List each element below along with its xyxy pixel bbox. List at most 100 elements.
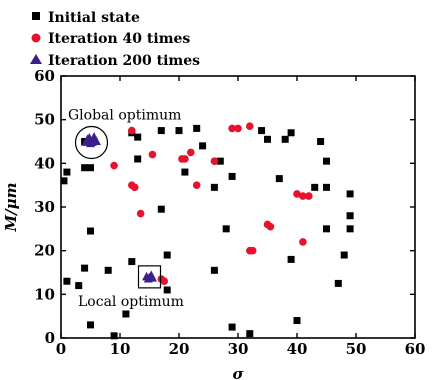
- data-point-square: [228, 323, 236, 331]
- data-point-square: [104, 266, 112, 274]
- data-point-circle: [148, 150, 157, 159]
- data-point-circle: [248, 246, 257, 255]
- legend-label: Iteration 40 times: [48, 31, 190, 47]
- legend-item-iter40: Iteration 40 times: [31, 31, 190, 47]
- data-point-triangle: [81, 137, 91, 146]
- data-point-square: [317, 138, 325, 145]
- data-point-square: [128, 258, 136, 266]
- data-point-circle: [128, 126, 136, 135]
- data-point-square: [87, 227, 94, 235]
- data-point-triangle: [91, 136, 101, 145]
- local-optimum-label: Local optimum: [78, 294, 184, 310]
- data-point-circle: [234, 124, 242, 133]
- data-point-square: [60, 177, 68, 185]
- x-axis-title: σ: [232, 365, 244, 380]
- data-point-square: [210, 183, 218, 191]
- data-point-square: [216, 157, 224, 165]
- data-point-square: [340, 251, 348, 259]
- data-point-square: [63, 168, 71, 176]
- data-point-square: [222, 225, 230, 233]
- data-point-square: [122, 310, 130, 318]
- data-point-square: [87, 164, 94, 172]
- data-point-square: [157, 205, 165, 213]
- x-tick-label: 0: [56, 340, 66, 358]
- data-point-triangle: [147, 273, 157, 282]
- data-point-square: [264, 135, 271, 143]
- legend-label: Iteration 200 times: [48, 53, 200, 69]
- data-point-circle: [210, 157, 219, 165]
- data-point-square: [323, 183, 330, 191]
- x-tick-label: 30: [228, 340, 249, 358]
- data-point-square: [163, 286, 171, 294]
- data-point-square: [199, 142, 207, 150]
- data-point-square: [334, 279, 342, 287]
- data-point-square: [281, 135, 289, 143]
- x-tick-label: 20: [169, 340, 190, 358]
- data-point-square: [163, 251, 171, 259]
- x-tick-label: 10: [110, 340, 131, 358]
- data-point-square: [346, 212, 354, 220]
- data-point-circle: [136, 209, 145, 218]
- y-tick-label: 0: [45, 329, 55, 347]
- x-tick-label: 50: [346, 340, 367, 358]
- data-point-square: [246, 330, 254, 338]
- legend-item-initial: Initial state: [32, 10, 140, 26]
- data-point-square: [287, 255, 295, 263]
- y-tick-label: 20: [34, 242, 55, 260]
- data-point-square: [287, 129, 295, 137]
- data-point-square: [75, 282, 83, 290]
- data-point-square: [323, 225, 330, 233]
- data-point-circle: [130, 183, 139, 192]
- data-point-circle: [299, 238, 307, 246]
- data-point-square: [134, 155, 142, 163]
- data-point-circle: [305, 192, 313, 200]
- data-point-circle: [299, 192, 307, 200]
- data-point-square: [311, 183, 319, 191]
- annotations: Global optimum Local optimum: [68, 108, 184, 310]
- data-point-circle: [266, 222, 275, 231]
- y-tick-label: 30: [34, 198, 55, 216]
- x-tick-label: 40: [287, 340, 308, 358]
- data-point-square: [346, 225, 354, 233]
- data-point-square: [87, 321, 94, 329]
- data-point-circle: [192, 181, 201, 189]
- legend-label: Initial state: [48, 10, 140, 26]
- data-point-square: [210, 266, 218, 274]
- data-point-square: [228, 172, 236, 180]
- data-point-square: [81, 164, 89, 172]
- data-point-square: [346, 190, 354, 198]
- local-optimum-box: [137, 265, 162, 289]
- data-point-square: [134, 133, 142, 141]
- ticks: 0 10 20 30 40 50 60 0 10 20 30 40 50 60: [34, 67, 425, 358]
- data-point-circle: [181, 155, 189, 163]
- data-point-circle: [246, 122, 254, 131]
- data-point-triangle: [89, 132, 99, 141]
- data-point-square: [181, 168, 189, 176]
- data-point-square: [293, 317, 301, 325]
- data-point-circle: [187, 148, 195, 157]
- data-point-circle: [110, 161, 118, 170]
- y-tick-label: 40: [34, 154, 55, 172]
- data-point-square: [63, 277, 71, 285]
- data-point-circle: [228, 124, 236, 133]
- global-optimum-label: Global optimum: [68, 108, 181, 124]
- data-point-square: [193, 124, 201, 132]
- data-point-square: [110, 332, 118, 340]
- y-tick-label: 60: [34, 67, 55, 85]
- global-optimum-ring: [74, 125, 109, 160]
- data-point-circle: [293, 190, 301, 198]
- data-points: [60, 122, 354, 340]
- legend-marker-triangle: [30, 54, 42, 64]
- data-point-square: [258, 127, 266, 135]
- y-axis-title: M/μm: [2, 183, 20, 233]
- data-point-square: [81, 264, 89, 272]
- data-point-circle: [160, 277, 169, 286]
- y-tick-label: 50: [34, 111, 55, 129]
- data-point-square: [175, 127, 183, 135]
- x-tick-label: 60: [405, 340, 426, 358]
- legend-marker-square: [32, 12, 40, 20]
- y-tick-label: 10: [34, 285, 55, 303]
- data-point-square: [323, 157, 330, 165]
- legend: Initial state Iteration 40 times Iterati…: [30, 10, 200, 69]
